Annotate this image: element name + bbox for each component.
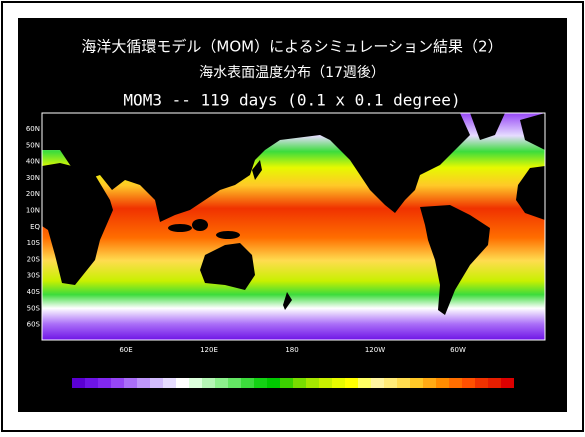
land: [42, 113, 545, 315]
colorbar-swatch: [475, 378, 488, 388]
colorbar-swatch: [501, 378, 514, 388]
colorbar-swatch: [150, 378, 163, 388]
colorbar-label: 19: [339, 393, 351, 403]
colorbar-swatch: [215, 378, 228, 388]
lon-label: 60W: [450, 346, 466, 354]
colorbar-label: 8: [199, 393, 205, 403]
lat-label: 60N: [26, 125, 40, 133]
colorbar-label: 16: [300, 393, 312, 403]
colorbar-label: 15: [287, 393, 298, 403]
colorbar-swatch: [111, 378, 124, 388]
colorbar-swatch: [306, 378, 319, 388]
colorbar-swatch: [423, 378, 436, 388]
colorbar-swatch: [371, 378, 384, 388]
colorbar-swatch: [163, 378, 176, 388]
colorbar-label: 21: [365, 393, 376, 403]
colorbar-label: 24: [404, 393, 416, 403]
colorbar-label: 10: [222, 393, 234, 403]
colorbar-label: 31: [495, 393, 506, 403]
colorbar-swatch: [332, 378, 345, 388]
colorbar-swatch: [254, 378, 267, 388]
colorbar-label: 30: [482, 393, 494, 403]
colorbar-swatch: [358, 378, 371, 388]
colorbar-label: 9: [212, 393, 218, 403]
lat-label: 20N: [26, 190, 40, 198]
colorbar-label: 11: [235, 393, 246, 403]
colorbar-swatch: [293, 378, 306, 388]
colorbar-label: 0: [95, 393, 101, 403]
lon-label: 120W: [365, 346, 385, 354]
subtitle: 海水表面温度分布（17週後）: [199, 65, 385, 81]
lat-label: 20S: [27, 255, 41, 263]
colorbar-swatch: [202, 378, 215, 388]
colorbar-label: 27: [443, 393, 454, 403]
colorbar-label: 17: [313, 393, 324, 403]
colorbar-label: 28: [456, 393, 468, 403]
colorbar-swatch: [241, 378, 254, 388]
colorbar-swatch: [449, 378, 462, 388]
colorbar-swatch: [124, 378, 137, 388]
colorbar-swatch: [319, 378, 332, 388]
colorbar-swatch: [384, 378, 397, 388]
lat-label: 50N: [26, 141, 40, 149]
colorbar-swatch: [189, 378, 202, 388]
colorbar-swatch: [98, 378, 111, 388]
map: [41, 112, 546, 341]
colorbar-swatch: [488, 378, 501, 388]
colorbar-label: 7: [186, 393, 192, 403]
colorbar-label: 23: [391, 393, 402, 403]
colorbar-label: 20: [352, 393, 364, 403]
colorbar-swatch: [72, 378, 85, 388]
colorbar-label: 12: [248, 393, 259, 403]
colorbar-swatch: [137, 378, 150, 388]
colorbar-label: 18: [326, 393, 338, 403]
lat-label: 10N: [26, 207, 40, 215]
run-label: MOM3 -- 119 days (0.1 x 0.1 degree): [123, 91, 460, 110]
lat-label: EQ: [30, 223, 40, 231]
colorbar-swatch: [410, 378, 423, 388]
colorbar-swatch: [267, 378, 280, 388]
colorbar-label: 29: [469, 393, 481, 403]
colorbar-label: 14: [274, 393, 286, 403]
colorbar-swatch: [85, 378, 98, 388]
lat-label: 10S: [27, 239, 41, 247]
lon-label: 180: [285, 346, 298, 354]
colorbar-swatch: [176, 378, 189, 388]
lon-label: 60E: [119, 346, 132, 354]
lat-label: 30N: [26, 174, 40, 182]
colorbar-label: 13: [261, 393, 272, 403]
colorbar-swatch: [345, 378, 358, 388]
lat-label: 30S: [27, 272, 41, 280]
colorbar-label: 6: [173, 393, 179, 403]
colorbar-label: 4: [147, 393, 153, 403]
lat-label: 40N: [26, 158, 40, 166]
lon-label: 120E: [200, 346, 218, 354]
colorbar-label: 2: [121, 393, 127, 403]
map-frame: [41, 112, 546, 341]
colorbar-swatch: [462, 378, 475, 388]
colorbar-label: 25: [417, 393, 428, 403]
lat-label: 50S: [27, 304, 41, 312]
colorbar-label: 22: [378, 393, 389, 403]
colorbar-label: 1: [108, 393, 114, 403]
title: 海洋大循環モデル（MOM）によるシミュレーション結果（2）: [81, 38, 502, 56]
colorbar-swatch: [397, 378, 410, 388]
colorbar-label: 26: [430, 393, 442, 403]
colorbar-swatch: [280, 378, 293, 388]
colorbar-swatch: [228, 378, 241, 388]
colorbar-label: 5: [160, 393, 166, 403]
colorbar-label: 3: [134, 393, 140, 403]
lat-label: 60S: [27, 321, 41, 329]
colorbar-label: -1: [81, 393, 90, 403]
lat-label: 40S: [27, 288, 41, 296]
colorbar-swatch: [436, 378, 449, 388]
